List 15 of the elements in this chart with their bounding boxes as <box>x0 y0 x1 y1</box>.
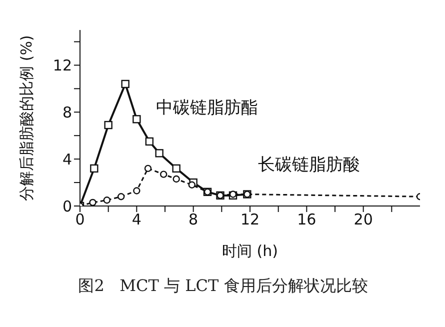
y-tick-label: 0 <box>62 197 72 216</box>
y-axis-title: 分解后脂肪酸的比例 (%) <box>17 35 36 201</box>
x-tick-label: 20 <box>354 210 373 229</box>
x-tick-label: 4 <box>132 210 142 229</box>
x-tick-label: 12 <box>240 210 260 229</box>
y-tick-label: 8 <box>62 103 72 122</box>
x-axis-title: 时间 (h) <box>222 242 278 260</box>
y-tick-label: 4 <box>62 150 72 168</box>
x-tick-label: 8 <box>188 210 198 229</box>
x-tick-label: 16 <box>297 210 316 229</box>
y-tick-label: 12 <box>52 56 72 75</box>
series-label: 中碳链脂肪酯 <box>156 97 258 119</box>
series-label: 长碳链脂肪酸 <box>258 154 360 176</box>
caption: 图2 MCT 与 LCT 食用后分解状况比较 <box>77 276 369 297</box>
x-tick-label: 0 <box>75 210 85 229</box>
